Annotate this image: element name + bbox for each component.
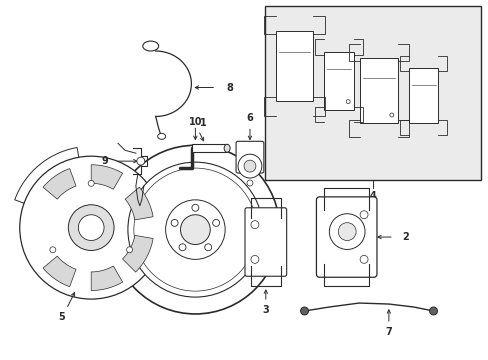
Circle shape (68, 205, 114, 251)
Bar (359, 58, 397, 123)
Circle shape (359, 255, 367, 264)
FancyBboxPatch shape (316, 197, 376, 277)
Circle shape (128, 162, 263, 297)
Text: 9: 9 (102, 156, 108, 166)
Text: 3: 3 (262, 305, 269, 315)
Circle shape (238, 154, 262, 178)
Circle shape (180, 215, 210, 244)
Polygon shape (91, 266, 122, 291)
Circle shape (137, 157, 144, 165)
FancyBboxPatch shape (244, 208, 286, 276)
Circle shape (250, 221, 258, 229)
Ellipse shape (142, 41, 158, 51)
Circle shape (191, 204, 199, 211)
Circle shape (359, 211, 367, 219)
Circle shape (171, 219, 178, 226)
Circle shape (50, 247, 56, 253)
Text: 5: 5 (58, 312, 65, 322)
Polygon shape (125, 187, 153, 220)
Circle shape (111, 145, 279, 314)
Circle shape (428, 307, 437, 315)
Circle shape (179, 244, 185, 251)
Text: 6: 6 (246, 113, 253, 123)
Circle shape (88, 180, 94, 186)
Text: 7: 7 (385, 327, 391, 337)
Circle shape (212, 219, 219, 226)
Text: 2: 2 (401, 232, 407, 242)
Circle shape (338, 223, 355, 240)
Circle shape (244, 160, 255, 172)
Bar (324, 52, 353, 109)
Circle shape (78, 215, 104, 240)
Text: 1: 1 (200, 118, 207, 129)
Bar (192, 144, 226, 152)
Polygon shape (43, 168, 76, 199)
Polygon shape (91, 165, 122, 189)
Circle shape (300, 307, 308, 315)
Bar (264, 6, 480, 180)
Text: 10: 10 (188, 117, 202, 127)
Circle shape (250, 255, 258, 264)
Polygon shape (122, 235, 153, 272)
Circle shape (165, 200, 224, 260)
Ellipse shape (224, 144, 230, 152)
FancyBboxPatch shape (236, 141, 264, 173)
Circle shape (126, 247, 132, 253)
Polygon shape (43, 256, 76, 287)
Circle shape (134, 168, 256, 291)
Text: 4: 4 (369, 191, 376, 201)
Text: 8: 8 (225, 82, 232, 93)
Circle shape (20, 156, 163, 299)
Circle shape (328, 214, 365, 249)
Circle shape (246, 180, 252, 186)
Bar (408, 68, 438, 123)
Ellipse shape (157, 133, 165, 139)
Bar (275, 31, 313, 100)
Circle shape (204, 244, 211, 251)
